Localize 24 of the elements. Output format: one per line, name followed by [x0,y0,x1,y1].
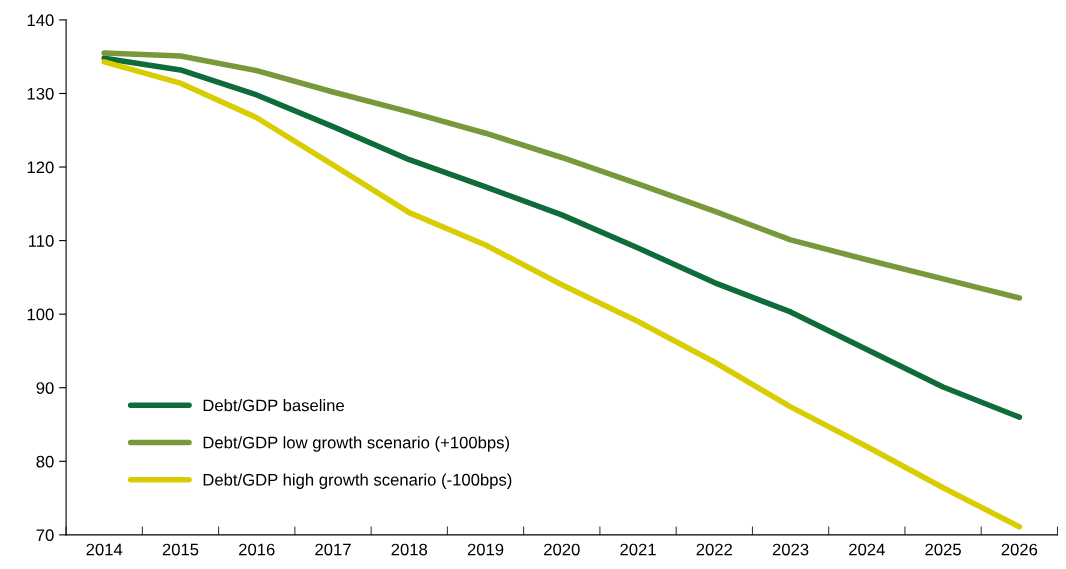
x-tick-label: 2015 [162,543,199,556]
x-tick-label: 2024 [849,543,885,556]
x-tick-label: 2026 [1001,543,1038,556]
x-tick-label: 2014 [86,543,123,556]
x-tick-label: 2019 [467,543,504,556]
y-tick-label: 100 [27,308,54,321]
x-tick-label: 2018 [391,543,428,556]
x-tick-label: 2025 [925,543,961,556]
x-tick-label: 2022 [696,543,733,556]
x-tick-label: 2021 [620,543,656,556]
y-tick-label: 130 [27,87,54,100]
y-tick-label: 90 [36,382,54,394]
y-tick-label: 70 [36,529,54,542]
y-tick-label: 120 [27,161,54,174]
y-tick-label: 110 [28,235,54,247]
y-tick-label: 140 [27,14,54,27]
legend-label: Debt/GDP low growth scenario (+100bps) [203,436,510,452]
x-tick-label: 2020 [544,543,580,556]
y-tick-label: 80 [36,455,54,468]
x-tick-label: 2016 [239,543,275,556]
x-tick-label: 2017 [315,543,351,556]
legend-label: Debt/GDP baseline [203,399,344,412]
legend-label: Debt/GDP high growth scenario (-100bps) [203,473,512,489]
x-tick-label: 2023 [772,543,809,556]
